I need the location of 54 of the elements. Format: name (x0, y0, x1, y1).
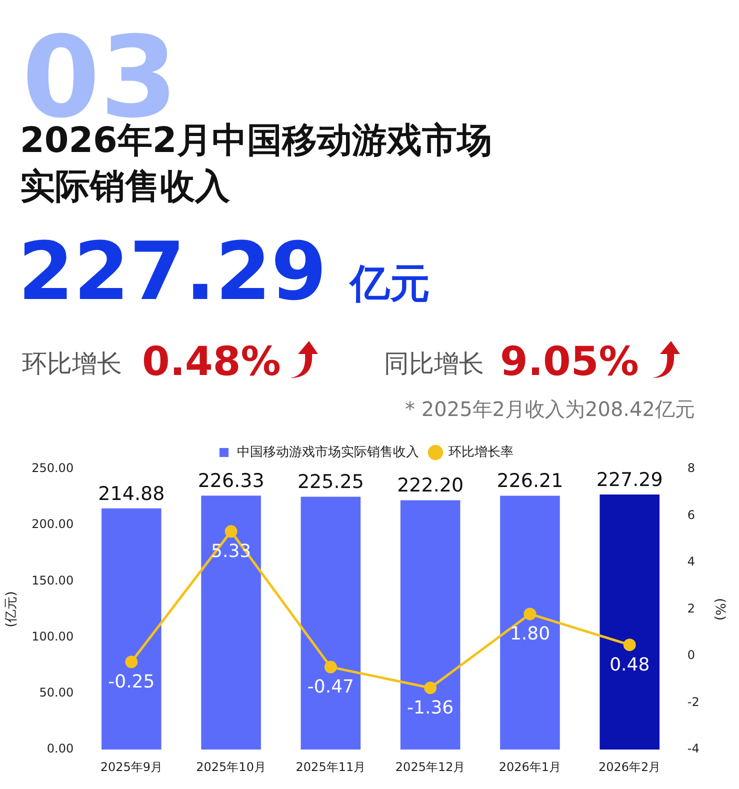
y-tick-label: 0.00 (46, 742, 74, 756)
bar (600, 494, 660, 750)
x-tick-label: 2025年12月 (395, 760, 466, 774)
y-axis-title: (亿元) (4, 591, 20, 628)
text: 0.48% (142, 339, 281, 385)
text: * 2025年2月收入为208.42亿元 (405, 397, 695, 421)
text: 227.29 (18, 225, 327, 318)
y2-tick-label: 2 (687, 601, 696, 616)
y-tick-label: 200.00 (32, 517, 74, 532)
point (224, 525, 238, 538)
y-tick-label: 100.00 (32, 629, 74, 644)
x-tick-label: 2025年10月 (196, 760, 266, 774)
data-label: -1.36 (407, 698, 454, 719)
text: 同比增长 (384, 349, 484, 378)
point (424, 682, 437, 694)
data-label: 214.88 (98, 482, 165, 505)
data-label: 226.21 (496, 470, 564, 492)
data-label: 227.29 (596, 468, 663, 491)
y2-tick-label: -2 (687, 694, 700, 709)
y-tick-label: 50.00 (39, 686, 74, 700)
point (324, 660, 337, 674)
y2-axis-title: (%) (712, 598, 727, 621)
x-tick-label: 2025年11月 (296, 760, 366, 774)
text: 9.05% (500, 339, 639, 385)
bar (400, 500, 460, 750)
bar (201, 496, 261, 750)
y2-tick-label: 8 (687, 461, 696, 476)
data-label: 222.20 (397, 474, 464, 497)
data-label: 0.48 (610, 654, 650, 676)
x-tick-label: 2026年1月 (498, 760, 562, 774)
data-label: 225.25 (297, 471, 364, 494)
data-label: -0.25 (108, 672, 155, 693)
y2-tick-label: -4 (687, 742, 700, 756)
text: 环比增长 (22, 349, 122, 378)
y2-tick-label: 6 (687, 508, 696, 522)
x-tick-label: 2026年2月 (598, 760, 661, 774)
chart-title: 2026年2月中国移动游戏市场实际销售收入 (20, 120, 493, 209)
data-label: 226.33 (198, 470, 264, 492)
legend-label: 中国移动游戏市场实际销售收入 (237, 444, 419, 460)
bar (102, 508, 162, 750)
x-tick-label: 2025年9月 (100, 760, 163, 774)
point (623, 638, 636, 652)
y2-tick-label: 0 (687, 648, 696, 662)
y-tick-label: 150.00 (32, 573, 74, 588)
bar (300, 496, 361, 750)
point (524, 608, 536, 620)
bar (500, 496, 560, 750)
data-label: -0.47 (307, 676, 354, 698)
y-tick-label: 250.00 (32, 461, 74, 476)
point (125, 656, 138, 668)
data-label: 1.80 (510, 624, 550, 645)
legend-label: 环比增长率 (448, 444, 514, 460)
text: 亿元 (350, 261, 430, 307)
y2-tick-label: 4 (687, 554, 696, 569)
